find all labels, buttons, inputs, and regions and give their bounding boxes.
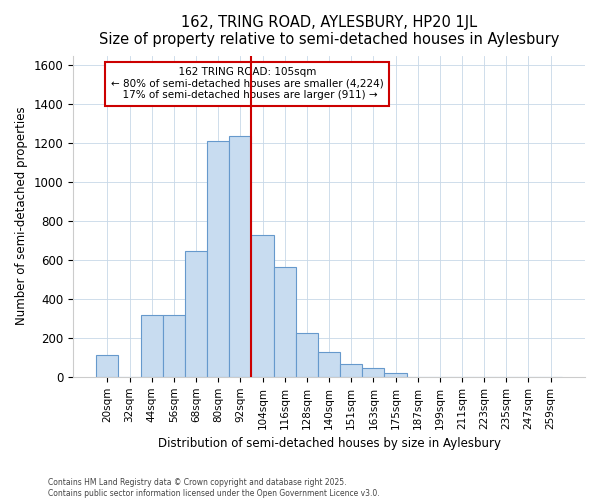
Y-axis label: Number of semi-detached properties: Number of semi-detached properties xyxy=(15,107,28,326)
Bar xyxy=(274,267,296,377)
Bar xyxy=(229,136,251,377)
Bar xyxy=(163,316,185,377)
Bar xyxy=(385,373,407,377)
Bar xyxy=(340,364,362,377)
Bar xyxy=(318,352,340,377)
Title: 162, TRING ROAD, AYLESBURY, HP20 1JL
Size of property relative to semi-detached : 162, TRING ROAD, AYLESBURY, HP20 1JL Siz… xyxy=(99,15,559,48)
Bar xyxy=(207,141,229,377)
Bar xyxy=(96,356,118,377)
Bar xyxy=(251,234,274,377)
Bar xyxy=(140,316,163,377)
Bar xyxy=(296,333,318,377)
Text: Contains HM Land Registry data © Crown copyright and database right 2025.
Contai: Contains HM Land Registry data © Crown c… xyxy=(48,478,380,498)
Text: 162 TRING ROAD: 105sqm  
← 80% of semi-detached houses are smaller (4,224)
  17%: 162 TRING ROAD: 105sqm ← 80% of semi-det… xyxy=(110,67,383,100)
X-axis label: Distribution of semi-detached houses by size in Aylesbury: Distribution of semi-detached houses by … xyxy=(158,437,500,450)
Bar xyxy=(185,251,207,377)
Bar xyxy=(362,368,385,377)
